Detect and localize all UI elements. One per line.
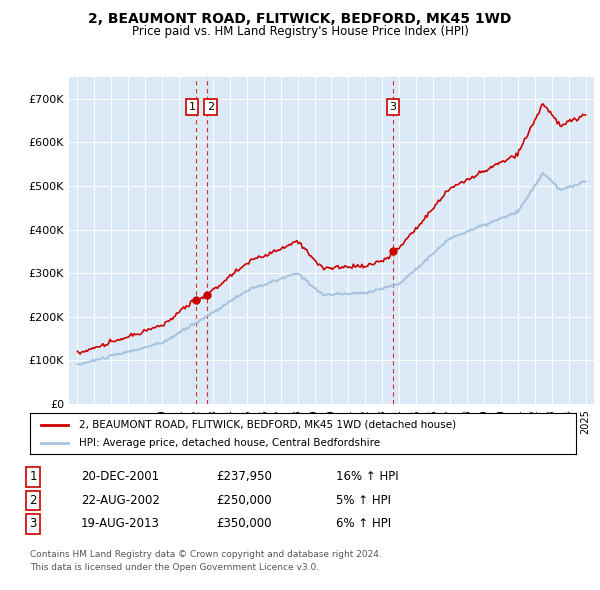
Text: £350,000: £350,000 xyxy=(216,517,271,530)
Text: 19-AUG-2013: 19-AUG-2013 xyxy=(81,517,160,530)
Text: 1: 1 xyxy=(188,102,196,112)
Text: HPI: Average price, detached house, Central Bedfordshire: HPI: Average price, detached house, Cent… xyxy=(79,438,380,448)
Text: 5% ↑ HPI: 5% ↑ HPI xyxy=(336,494,391,507)
Text: Price paid vs. HM Land Registry's House Price Index (HPI): Price paid vs. HM Land Registry's House … xyxy=(131,25,469,38)
Text: This data is licensed under the Open Government Licence v3.0.: This data is licensed under the Open Gov… xyxy=(30,563,319,572)
Text: 3: 3 xyxy=(389,102,397,112)
Text: 2: 2 xyxy=(206,102,214,112)
Text: 20-DEC-2001: 20-DEC-2001 xyxy=(81,470,159,483)
Text: 3: 3 xyxy=(29,517,37,530)
Text: 22-AUG-2002: 22-AUG-2002 xyxy=(81,494,160,507)
Text: 16% ↑ HPI: 16% ↑ HPI xyxy=(336,470,398,483)
Text: 2, BEAUMONT ROAD, FLITWICK, BEDFORD, MK45 1WD (detached house): 2, BEAUMONT ROAD, FLITWICK, BEDFORD, MK4… xyxy=(79,419,456,430)
Text: £250,000: £250,000 xyxy=(216,494,272,507)
Text: 2: 2 xyxy=(29,494,37,507)
Text: 1: 1 xyxy=(29,470,37,483)
Text: £237,950: £237,950 xyxy=(216,470,272,483)
Text: Contains HM Land Registry data © Crown copyright and database right 2024.: Contains HM Land Registry data © Crown c… xyxy=(30,550,382,559)
Text: 6% ↑ HPI: 6% ↑ HPI xyxy=(336,517,391,530)
Text: 2, BEAUMONT ROAD, FLITWICK, BEDFORD, MK45 1WD: 2, BEAUMONT ROAD, FLITWICK, BEDFORD, MK4… xyxy=(88,12,512,26)
